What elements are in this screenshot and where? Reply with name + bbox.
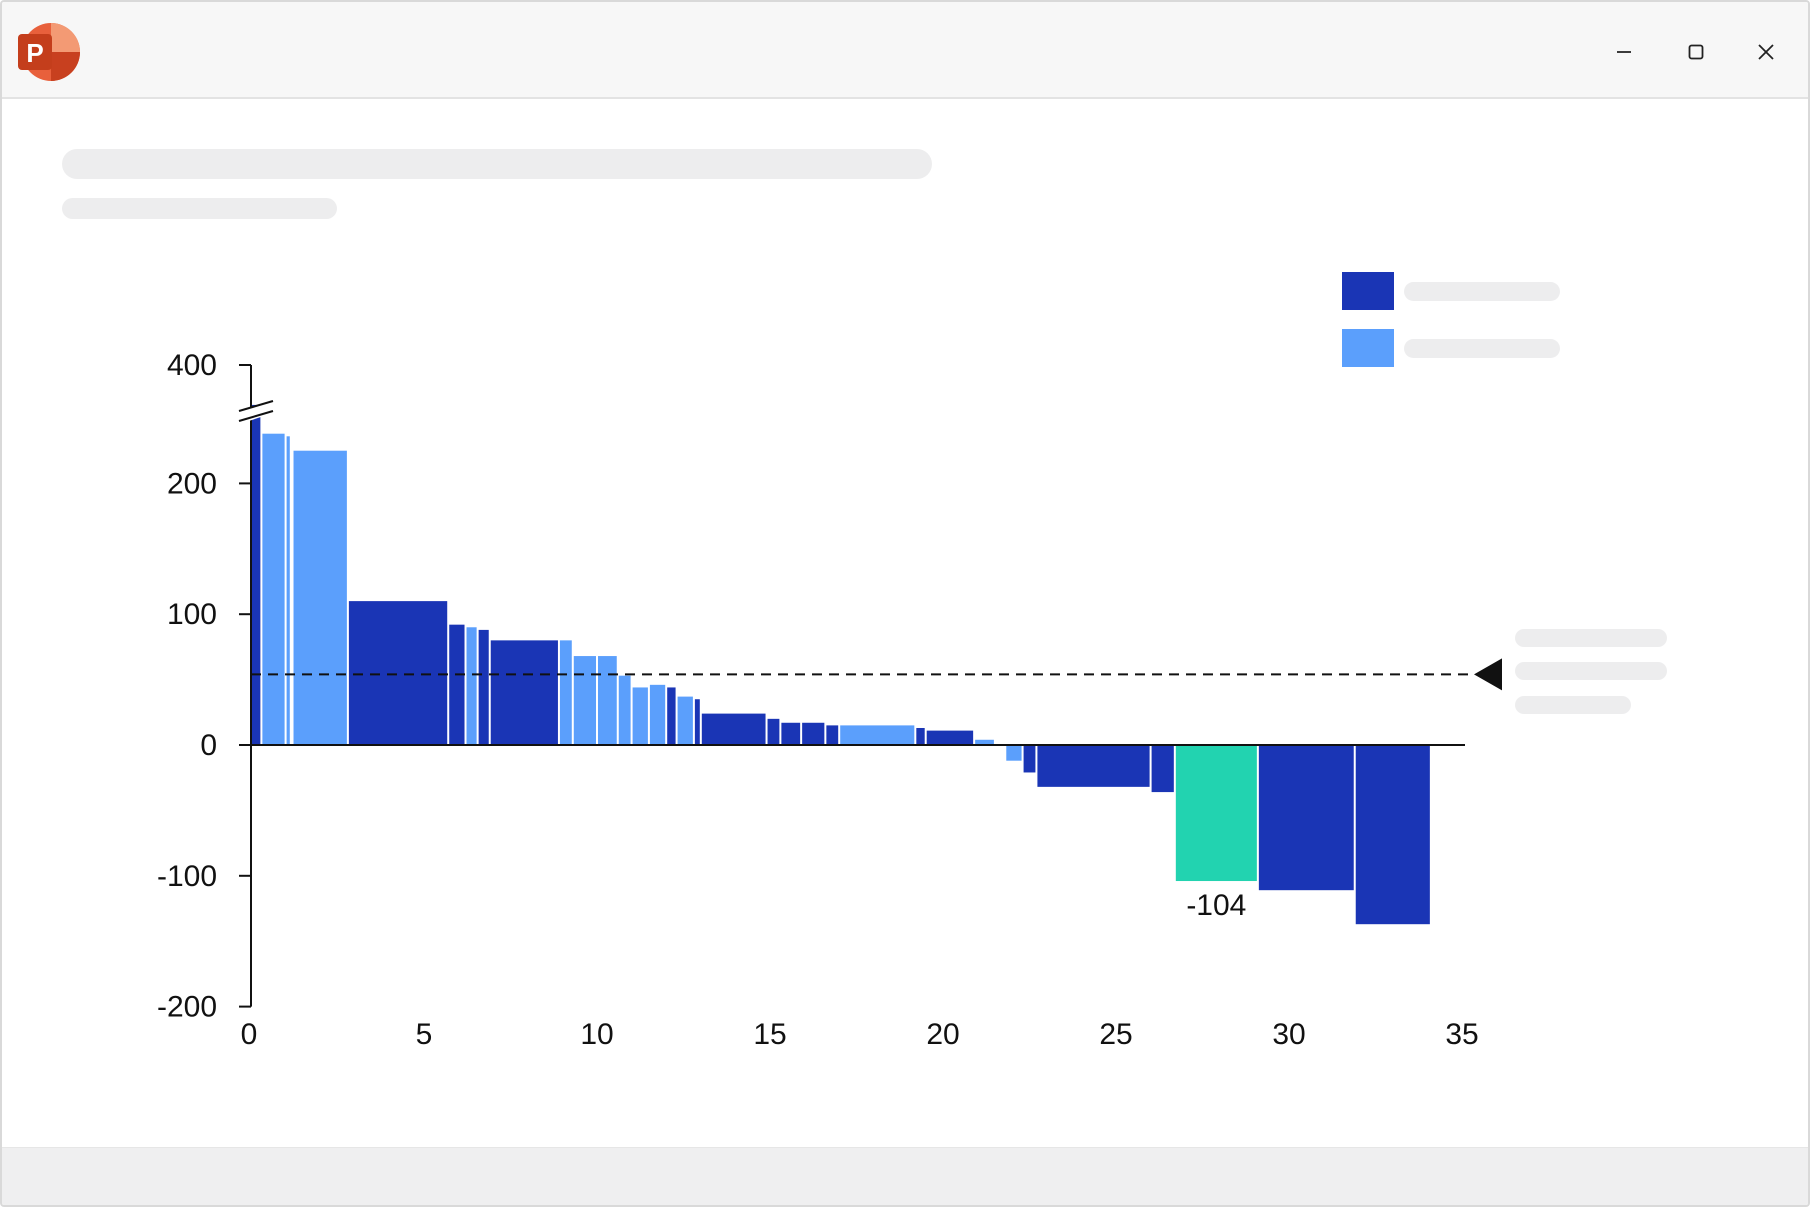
bar-5 — [348, 601, 448, 745]
bar-11 — [573, 656, 596, 745]
bar-29 — [1023, 745, 1036, 773]
bar-23 — [826, 725, 839, 745]
data-label: -104 — [1186, 889, 1246, 922]
x-tick-label: 5 — [416, 1018, 433, 1051]
bar-4 — [293, 450, 347, 745]
bar-17 — [677, 696, 693, 745]
bar-1 — [252, 404, 261, 745]
x-tick-label: 15 — [753, 1018, 786, 1051]
x-tick-label: 20 — [926, 1018, 959, 1051]
bar-chart: -104 -200 -100 0 100 200 400 0 5 10 15 20 25 30 35 — [157, 349, 1502, 1051]
x-tick-label: 25 — [1099, 1018, 1132, 1051]
bar-20 — [767, 718, 780, 745]
bar-32 — [1175, 745, 1257, 882]
bar-2 — [262, 433, 285, 745]
bar-19 — [701, 713, 766, 745]
bar-12 — [598, 656, 617, 745]
maximize-icon[interactable] — [1672, 28, 1720, 76]
bar-22 — [802, 722, 825, 745]
y-tick-label: 0 — [200, 729, 217, 762]
slide-subtitle-placeholder — [62, 198, 337, 219]
bar-34 — [1355, 745, 1430, 925]
bar-7 — [466, 627, 477, 745]
bar-16 — [667, 687, 676, 745]
legend-item-light — [1342, 329, 1582, 367]
legend-item-dark — [1342, 272, 1582, 310]
reference-marker-triangle — [1474, 658, 1502, 691]
close-icon[interactable] — [1742, 28, 1790, 76]
y-tick-label: -200 — [157, 991, 217, 1024]
bar-15 — [649, 684, 666, 745]
bar-31 — [1151, 745, 1174, 793]
minimize-icon[interactable] — [1600, 28, 1648, 76]
bar-10 — [559, 640, 572, 745]
status-bar — [2, 1147, 1808, 1205]
axis-break-mark — [238, 400, 274, 412]
legend-swatch-light — [1342, 329, 1394, 367]
bar-9 — [490, 640, 558, 745]
bar-33 — [1258, 745, 1354, 891]
slide-title-placeholder — [62, 149, 932, 179]
y-tick-label: -100 — [157, 860, 217, 893]
bar-30 — [1037, 745, 1150, 787]
bar-14 — [632, 687, 648, 745]
title-bar: P — [2, 2, 1808, 99]
x-tick-label: 10 — [580, 1018, 613, 1051]
bar-6 — [449, 624, 465, 745]
bar-27 — [975, 739, 994, 745]
legend-swatch-dark — [1342, 272, 1394, 310]
bar-8 — [478, 629, 489, 745]
bar-25 — [916, 727, 925, 745]
y-tick-label: 400 — [167, 349, 217, 382]
reference-note-placeholder — [1515, 662, 1667, 680]
reference-note-placeholder — [1515, 629, 1667, 647]
x-tick-label: 35 — [1445, 1018, 1478, 1051]
bar-26 — [926, 730, 974, 745]
bar-13 — [618, 675, 631, 745]
bar-21 — [781, 722, 801, 745]
reference-note-placeholder — [1515, 696, 1631, 714]
bar-24 — [840, 725, 915, 745]
bar-28 — [1006, 745, 1022, 761]
y-tick-label: 100 — [167, 598, 217, 631]
bar-18 — [694, 699, 700, 745]
powerpoint-icon: P — [18, 22, 84, 82]
x-tick-label: 0 — [241, 1018, 258, 1051]
bar-3 — [286, 436, 290, 745]
y-tick-label: 200 — [167, 467, 217, 500]
svg-text:P: P — [26, 38, 43, 68]
x-tick-label: 30 — [1272, 1018, 1305, 1051]
legend-label-placeholder — [1404, 339, 1560, 358]
axis-break-mark — [238, 410, 274, 422]
legend-label-placeholder — [1404, 282, 1560, 301]
